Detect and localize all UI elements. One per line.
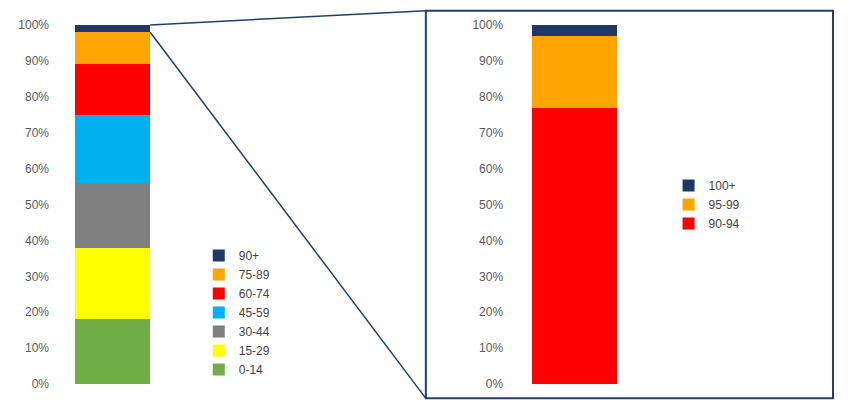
svg-text:0%: 0% <box>32 377 50 391</box>
svg-text:40%: 40% <box>479 234 503 248</box>
svg-text:90-94: 90-94 <box>709 217 740 231</box>
svg-text:50%: 50% <box>479 198 503 212</box>
svg-text:90+: 90+ <box>239 249 259 263</box>
svg-text:15-29: 15-29 <box>239 344 270 358</box>
svg-text:10%: 10% <box>479 341 503 355</box>
svg-text:30-44: 30-44 <box>239 325 270 339</box>
svg-text:20%: 20% <box>479 305 503 319</box>
svg-text:80%: 80% <box>25 90 49 104</box>
svg-text:100+: 100+ <box>709 179 736 193</box>
svg-text:80%: 80% <box>479 90 503 104</box>
svg-text:60%: 60% <box>479 162 503 176</box>
svg-text:75-89: 75-89 <box>239 268 270 282</box>
svg-text:100%: 100% <box>472 18 503 32</box>
svg-text:30%: 30% <box>25 270 49 284</box>
svg-text:45-59: 45-59 <box>239 306 270 320</box>
svg-text:30%: 30% <box>479 270 503 284</box>
svg-text:0-14: 0-14 <box>239 363 263 377</box>
svg-text:70%: 70% <box>25 126 49 140</box>
svg-text:0%: 0% <box>486 377 504 391</box>
svg-text:95-99: 95-99 <box>709 198 740 212</box>
svg-text:70%: 70% <box>479 126 503 140</box>
svg-text:100%: 100% <box>18 18 49 32</box>
svg-text:40%: 40% <box>25 234 49 248</box>
svg-text:60%: 60% <box>25 162 49 176</box>
svg-text:10%: 10% <box>25 341 49 355</box>
svg-text:60-74: 60-74 <box>239 287 270 301</box>
svg-text:90%: 90% <box>479 54 503 68</box>
svg-text:20%: 20% <box>25 305 49 319</box>
svg-text:90%: 90% <box>25 54 49 68</box>
svg-text:50%: 50% <box>25 198 49 212</box>
